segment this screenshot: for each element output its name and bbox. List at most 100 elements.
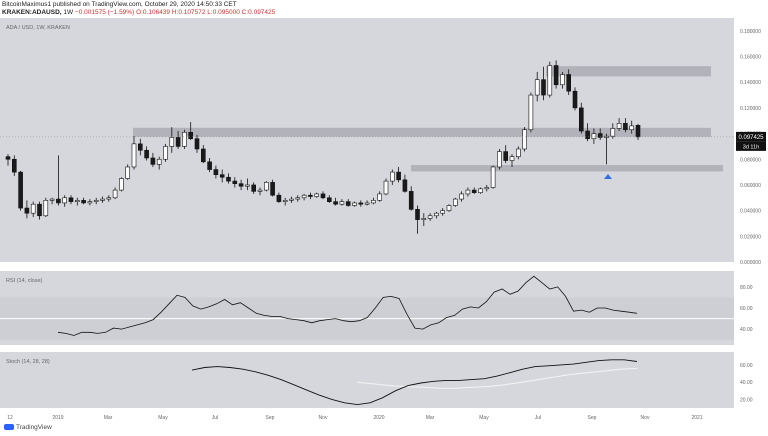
candle-body — [509, 156, 515, 161]
candle-body — [572, 90, 578, 109]
candle-body — [465, 189, 471, 195]
resistance-zone — [133, 127, 711, 137]
open-value: O:0.106439 — [136, 9, 171, 16]
candle-body — [333, 201, 338, 205]
time-tick-label: 2019 — [52, 415, 63, 421]
candle-body — [497, 151, 502, 168]
price-tick-label: 0.080000 — [740, 157, 761, 163]
stoch-k-line — [191, 359, 638, 406]
candle-body — [282, 200, 288, 202]
chart-area[interactable]: 0.1800000.1600000.1400000.1200000.100000… — [0, 18, 768, 424]
candle-body — [383, 180, 389, 195]
candle-body — [295, 197, 301, 200]
stoch-tick-label: 40.00 — [740, 380, 753, 386]
candle-body — [100, 198, 105, 201]
candle-body — [175, 137, 181, 147]
support-arrow — [604, 174, 612, 179]
candle-body — [490, 166, 496, 188]
candle-body — [541, 79, 546, 96]
candle-body — [5, 156, 11, 160]
time-tick-label: 12 — [7, 415, 13, 421]
candle-body — [24, 207, 30, 214]
candle-body — [326, 197, 332, 202]
time-tick-label: Nov — [319, 415, 328, 421]
candle-body — [81, 200, 86, 204]
candle-body — [352, 202, 357, 206]
rsi-line — [57, 275, 638, 336]
candle-body — [560, 74, 565, 86]
candle-body — [251, 184, 256, 192]
time-tick-label: Jul — [212, 415, 218, 421]
price-label-box — [736, 131, 766, 142]
candle-body — [270, 182, 275, 196]
candle-body — [358, 202, 364, 205]
candle-body — [106, 197, 112, 200]
time-tick-label: May — [479, 415, 489, 421]
resistance-zone — [546, 66, 711, 77]
candle-body — [396, 171, 401, 181]
candle-body — [534, 79, 540, 96]
stoch-tick-label: 60.00 — [740, 363, 753, 369]
candle-body — [503, 151, 509, 161]
candle-body — [478, 188, 483, 193]
candle-body — [547, 65, 553, 96]
price-change: −0.001575 (−1.59%) — [74, 9, 135, 16]
candle-body — [56, 198, 61, 204]
candle-body — [138, 143, 143, 151]
candle-body — [635, 125, 641, 138]
time-tick-label: May — [158, 415, 168, 421]
candle-body — [377, 193, 383, 201]
candle-body — [169, 137, 175, 147]
candle-body — [434, 212, 439, 217]
candle-body — [213, 169, 219, 175]
close-value: C:0.097425 — [241, 9, 276, 16]
candle-body — [144, 149, 149, 159]
low-value: L:0.095000 — [207, 9, 240, 16]
candle-body — [263, 182, 269, 191]
tradingview-logo[interactable]: TradingView — [4, 424, 52, 431]
candle-body — [219, 174, 225, 178]
candle-body — [314, 193, 320, 197]
symbol-timeframe: 1W — [63, 9, 74, 16]
candle-body — [75, 200, 80, 202]
rsi-tick-label: 60.00 — [740, 306, 753, 312]
candle-body — [163, 146, 168, 160]
candle-body — [194, 138, 200, 150]
stoch-legend: Stoch (14, 28, 28) — [6, 359, 50, 365]
candle-body — [308, 194, 313, 197]
candle-body — [459, 193, 464, 200]
candle-body — [427, 215, 433, 219]
time-tick-label: Sep — [588, 415, 597, 421]
countdown-label: 3d 11h — [743, 144, 759, 150]
candle-body — [276, 194, 282, 202]
candle-body — [421, 218, 427, 220]
time-tick-label: Jul — [535, 415, 541, 421]
rsi-tick-label: 80.00 — [740, 285, 753, 291]
candle-body — [232, 180, 238, 184]
candle-body — [238, 183, 244, 187]
candle-body — [345, 201, 351, 206]
price-tick-label: 0.060000 — [740, 183, 761, 189]
time-tick-label: 2020 — [373, 415, 384, 421]
candle-body — [188, 131, 193, 140]
candle-body — [515, 148, 521, 157]
price-tick-label: 0.160000 — [740, 55, 761, 61]
candle-body — [201, 148, 206, 163]
price-legend: ADA / USD, 1W, KRAKEN — [6, 25, 70, 31]
candle-body — [402, 179, 408, 192]
candle-body — [150, 157, 156, 165]
candle-body — [610, 128, 616, 137]
candle-body — [30, 203, 36, 214]
candle-body — [62, 197, 68, 204]
candle-body — [68, 197, 74, 202]
symbol-info: KRAKEN:ADAUSD, 1W −0.001575 (−1.59%) O:0… — [2, 9, 276, 16]
tradingview-icon — [4, 424, 14, 431]
price-tick-label: 0.000000 — [740, 260, 761, 266]
time-tick-label: Mar — [426, 415, 435, 421]
candle-body — [371, 200, 376, 204]
candle-body — [93, 200, 99, 202]
price-tick-label: 0.120000 — [740, 106, 761, 112]
candle-body — [125, 166, 130, 179]
candle-body — [131, 143, 137, 168]
publish-info: BitcoinMaximus1 published on TradingView… — [2, 1, 237, 8]
